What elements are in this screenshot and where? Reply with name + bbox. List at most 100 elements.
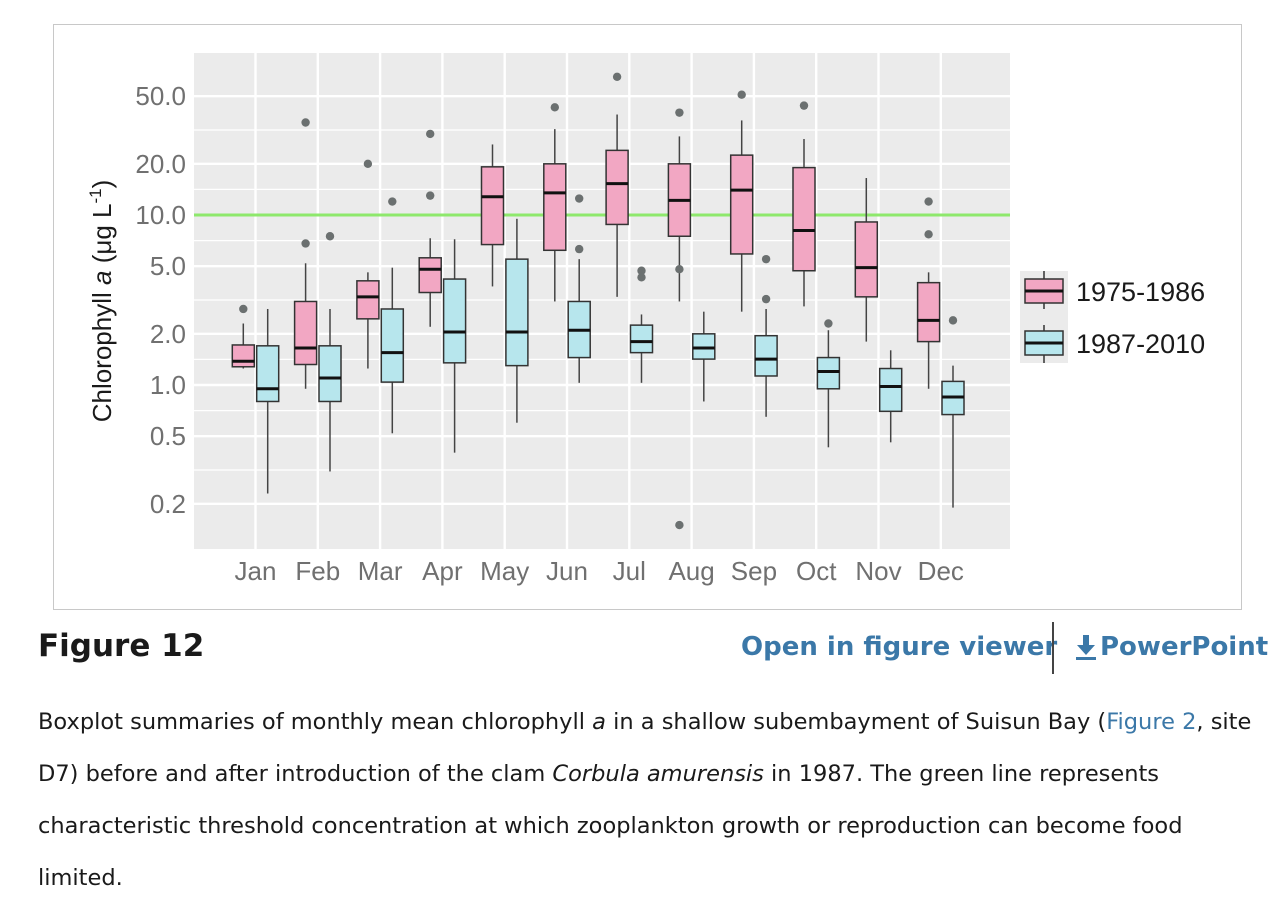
x-tick-label: Nov xyxy=(855,556,901,586)
box-iqr xyxy=(442,278,467,364)
box-iqr xyxy=(692,333,716,360)
download-icon xyxy=(1076,635,1096,660)
outlier-point xyxy=(575,194,584,203)
outlier-point xyxy=(239,304,248,314)
box-aug-series-1 xyxy=(667,108,692,530)
legend: 1975-1986 1987-2010 xyxy=(1020,271,1205,363)
box-iqr xyxy=(505,258,529,367)
box-may-series-2 xyxy=(505,218,529,423)
legend-key-series-2 xyxy=(1024,325,1064,363)
outlier-point xyxy=(426,129,435,139)
y-tick-label: 2.0 xyxy=(150,319,186,349)
box-iqr xyxy=(816,356,841,390)
y-tick-label: 20.0 xyxy=(135,149,186,179)
x-tick-labels: Jan Feb Mar Apr May Jun Jul Aug Sep Oct Nov Dec xyxy=(235,556,964,586)
legend-key-series-1 xyxy=(1024,271,1064,309)
box-iqr xyxy=(878,367,903,413)
outlier-point xyxy=(924,230,933,239)
y-tick-label: 0.2 xyxy=(150,489,186,519)
outlier-point xyxy=(761,254,771,264)
box-iqr xyxy=(255,345,280,403)
y-tick-label: 1.0 xyxy=(150,370,186,400)
box-iqr xyxy=(543,163,567,252)
x-tick-label: Dec xyxy=(918,556,964,586)
outlier-point xyxy=(612,72,622,82)
outlier-point xyxy=(924,197,933,206)
box-apr-series-1 xyxy=(418,129,442,327)
box-aug-series-2 xyxy=(692,311,716,402)
outlier-point xyxy=(824,319,833,328)
box-iqr xyxy=(231,344,256,368)
box-mar-series-2 xyxy=(380,197,405,434)
box-iqr xyxy=(854,221,879,298)
box-iqr xyxy=(356,280,380,320)
box-iqr xyxy=(293,300,318,366)
x-tick-label: Sep xyxy=(731,556,777,586)
x-tick-label: Mar xyxy=(358,556,403,586)
outlier-point xyxy=(575,244,584,254)
box-iqr xyxy=(605,149,629,226)
powerpoint-download-link[interactable]: PowerPoint xyxy=(1074,632,1268,662)
box-jun-series-2 xyxy=(567,194,591,383)
outlier-point xyxy=(301,239,310,248)
box-layer xyxy=(231,72,965,530)
box-dec-series-2 xyxy=(941,316,965,508)
box-may-series-1 xyxy=(480,144,505,287)
y-tick-label: 0.5 xyxy=(150,421,186,451)
y-tick-label: 50.0 xyxy=(135,81,186,111)
box-feb-series-1 xyxy=(293,118,318,389)
link-divider xyxy=(1052,622,1054,674)
outlier-point xyxy=(550,103,559,112)
x-tick-label: Jun xyxy=(546,556,588,586)
box-sep-series-1 xyxy=(729,90,754,312)
box-sep-series-2 xyxy=(754,254,778,417)
outlier-point xyxy=(761,294,771,304)
box-oct-series-2 xyxy=(816,319,841,448)
outlier-point xyxy=(675,520,684,530)
box-iqr xyxy=(380,308,405,383)
box-iqr xyxy=(480,166,505,246)
box-nov-series-1 xyxy=(854,178,879,342)
outlier-point xyxy=(637,266,646,275)
box-nov-series-2 xyxy=(878,350,903,443)
x-tick-label: Oct xyxy=(796,556,837,586)
box-dec-series-1 xyxy=(916,197,941,389)
y-axis-label: Chlorophyll a (μg L-1) xyxy=(86,180,117,423)
box-iqr xyxy=(318,345,342,403)
box-jul-series-1 xyxy=(605,72,629,297)
legend-label-series-1: 1975-1986 xyxy=(1076,277,1205,307)
powerpoint-label: PowerPoint xyxy=(1100,632,1269,662)
y-tick-label: 10.0 xyxy=(135,200,186,230)
x-tick-label: Jul xyxy=(613,556,646,586)
outlier-point xyxy=(675,264,684,274)
outlier-point xyxy=(426,191,435,200)
boxplot-chart: 0.2 0.5 1.0 2.0 5.0 10.0 20.0 50.0 Jan Feb Mar Apr… xyxy=(86,53,1205,586)
figure-2-link[interactable]: Figure 2 xyxy=(1106,709,1197,735)
box-iqr xyxy=(792,166,816,272)
outlier-point xyxy=(637,273,646,282)
box-jul-series-2 xyxy=(629,266,654,383)
x-tick-label: May xyxy=(480,556,529,586)
outlier-point xyxy=(301,118,310,127)
x-tick-label: Apr xyxy=(422,556,463,586)
box-mar-series-1 xyxy=(356,159,380,369)
outlier-point xyxy=(388,197,397,206)
outlier-point xyxy=(948,316,958,325)
figure-caption: Boxplot summaries of monthly mean chloro… xyxy=(38,709,1252,891)
x-tick-label: Aug xyxy=(668,556,714,586)
box-oct-series-1 xyxy=(792,101,816,307)
outlier-point xyxy=(737,90,746,99)
box-jan-series-2 xyxy=(255,308,280,494)
open-figure-viewer-link[interactable]: Open in figure viewer xyxy=(741,632,1058,662)
box-jun-series-1 xyxy=(543,103,567,302)
y-tick-labels: 0.2 0.5 1.0 2.0 5.0 10.0 20.0 50.0 xyxy=(135,81,186,519)
box-iqr xyxy=(629,324,654,354)
y-tick-label: 5.0 xyxy=(150,251,186,281)
legend-label-series-2: 1987-2010 xyxy=(1076,329,1205,359)
box-iqr xyxy=(754,334,778,377)
figure-frame: 0.2 0.5 1.0 2.0 5.0 10.0 20.0 50.0 Jan Feb Mar Apr… xyxy=(53,24,1242,610)
box-iqr xyxy=(729,154,754,255)
x-tick-label: Feb xyxy=(295,556,340,586)
box-jan-series-1 xyxy=(231,304,256,369)
box-apr-series-2 xyxy=(442,239,467,453)
